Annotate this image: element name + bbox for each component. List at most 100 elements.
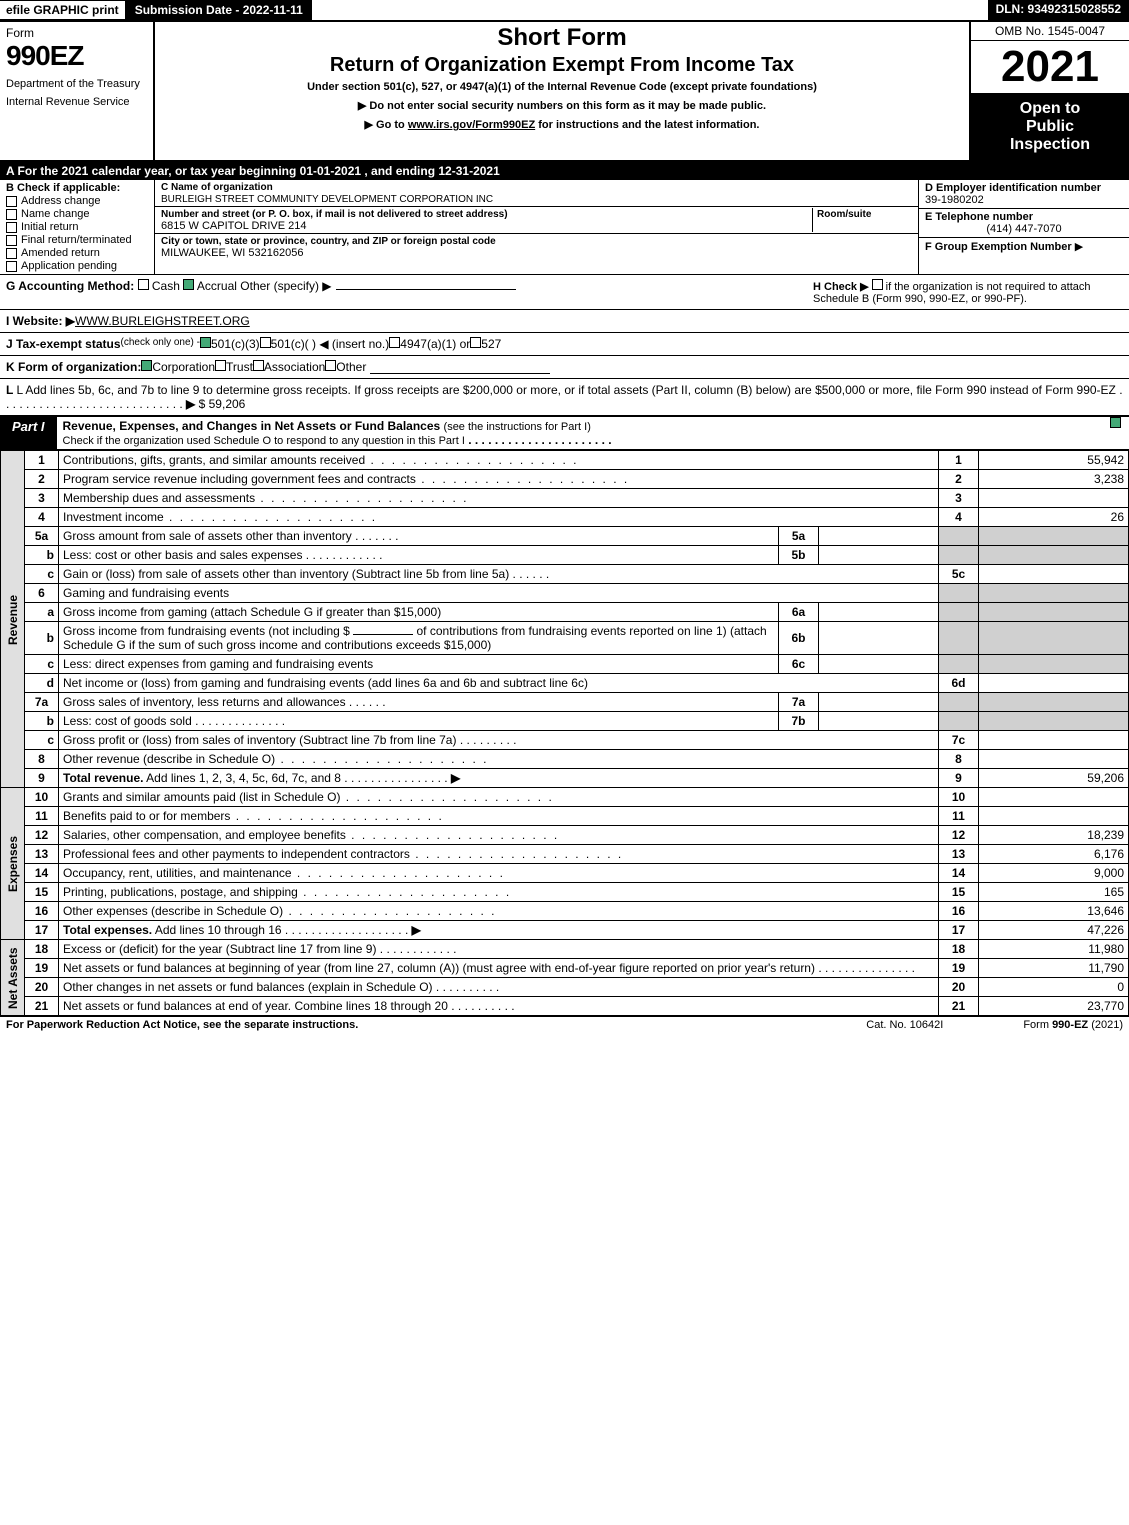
part1-tab: Part I — [0, 417, 57, 449]
tax-year: 2021 — [971, 41, 1129, 94]
city-value: MILWAUKEE, WI 532162056 — [161, 247, 303, 259]
line-11: 11 Benefits paid to or for members 11 — [1, 807, 1129, 826]
line-18: Net Assets 18 Excess or (deficit) for th… — [1, 940, 1129, 959]
part1-checkbox[interactable] — [1110, 417, 1129, 449]
line-5c: c Gain or (loss) from sale of assets oth… — [1, 565, 1129, 584]
line-6a: a Gross income from gaming (attach Sched… — [1, 603, 1129, 622]
street-row: Number and street (or P. O. box, if mail… — [155, 207, 918, 234]
netassets-side-label: Net Assets — [1, 940, 25, 1016]
street-value: 6815 W CAPITOL DRIVE 214 — [161, 220, 307, 232]
open-line2: Public — [975, 118, 1125, 136]
section-g: G Accounting Method: Cash Accrual Other … — [6, 279, 516, 305]
line-5b: b Less: cost or other basis and sales ex… — [1, 546, 1129, 565]
i-label: I Website: ▶ — [6, 314, 75, 328]
line-7a: 7a Gross sales of inventory, less return… — [1, 693, 1129, 712]
other-org-line[interactable] — [370, 360, 550, 374]
goto-link[interactable]: www.irs.gov/Form990EZ — [408, 119, 535, 131]
line-7c: c Gross profit or (loss) from sales of i… — [1, 731, 1129, 750]
cb-accrual[interactable] — [183, 279, 194, 290]
section-k: K Form of organization: Corporation Trus… — [0, 355, 1129, 378]
website-link[interactable]: WWW.BURLEIGHSTREET.ORG — [75, 314, 250, 328]
return-title: Return of Organization Exempt From Incom… — [161, 54, 963, 77]
cb-name-change[interactable]: Name change — [6, 208, 148, 220]
short-form-title: Short Form — [161, 24, 963, 52]
line-19: 19 Net assets or fund balances at beginn… — [1, 959, 1129, 978]
open-line1: Open to — [975, 100, 1125, 118]
section-h: H Check ▶ if the organization is not req… — [813, 279, 1123, 305]
checkbox-icon — [6, 235, 17, 246]
open-line3: Inspection — [975, 136, 1125, 154]
checkbox-icon — [6, 222, 17, 233]
cb-501c[interactable] — [260, 337, 271, 348]
section-d: D Employer identification number 39-1980… — [919, 180, 1129, 209]
omb-number: OMB No. 1545-0047 — [971, 22, 1129, 41]
cb-other-org[interactable] — [325, 360, 336, 371]
line-13: 13 Professional fees and other payments … — [1, 845, 1129, 864]
line-1: Revenue 1 Contributions, gifts, grants, … — [1, 451, 1129, 470]
cb-association[interactable] — [253, 360, 264, 371]
top-bar: efile GRAPHIC print Submission Date - 20… — [0, 0, 1129, 22]
checkbox-icon — [6, 209, 17, 220]
form-word: Form — [6, 26, 147, 40]
telephone-value: (414) 447-7070 — [925, 223, 1123, 235]
irs-label: Internal Revenue Service — [6, 96, 147, 108]
paperwork-notice: For Paperwork Reduction Act Notice, see … — [6, 1019, 358, 1031]
k-label: K Form of organization: — [6, 360, 141, 374]
page-footer: For Paperwork Reduction Act Notice, see … — [0, 1016, 1129, 1033]
line-5a: 5a Gross amount from sale of assets othe… — [1, 527, 1129, 546]
f-arrow: ▶ — [1075, 241, 1083, 253]
line-20: 20 Other changes in net assets or fund b… — [1, 978, 1129, 997]
cb-amended-return[interactable]: Amended return — [6, 247, 148, 259]
cb-trust[interactable] — [215, 360, 226, 371]
city-row: City or town, state or province, country… — [155, 234, 918, 260]
topbar-left: efile GRAPHIC print Submission Date - 20… — [0, 0, 312, 20]
city-label: City or town, state or province, country… — [161, 236, 496, 247]
section-i: I Website: ▶ WWW.BURLEIGHSTREET.ORG — [0, 309, 1129, 332]
header-left: Form 990EZ Department of the Treasury In… — [0, 22, 155, 160]
line-6: 6 Gaming and fundraising events — [1, 584, 1129, 603]
line-16: 16 Other expenses (describe in Schedule … — [1, 902, 1129, 921]
no-ssn-notice: ▶ Do not enter social security numbers o… — [161, 99, 963, 112]
form-header: Form 990EZ Department of the Treasury In… — [0, 22, 1129, 162]
header-right: OMB No. 1545-0047 2021 Open to Public In… — [969, 22, 1129, 160]
other-specify-line[interactable] — [336, 289, 516, 290]
cb-h[interactable] — [872, 279, 883, 290]
cb-application-pending[interactable]: Application pending — [6, 260, 148, 272]
form-990ez-page: efile GRAPHIC print Submission Date - 20… — [0, 0, 1129, 1033]
section-g-h: G Accounting Method: Cash Accrual Other … — [0, 275, 1129, 309]
submission-date: Submission Date - 2022-11-11 — [126, 0, 312, 20]
info-block: B Check if applicable: Address change Na… — [0, 180, 1129, 275]
form-footer: Form 990-EZ (2021) — [1023, 1019, 1123, 1031]
line-4: 4 Investment income 4 26 — [1, 508, 1129, 527]
g-label: G Accounting Method: — [6, 279, 134, 293]
cb-4947a1[interactable] — [389, 337, 400, 348]
part1-title: Revenue, Expenses, and Changes in Net As… — [57, 417, 1110, 449]
line-10: Expenses 10 Grants and similar amounts p… — [1, 788, 1129, 807]
section-e: E Telephone number (414) 447-7070 — [919, 209, 1129, 238]
section-j: J Tax-exempt status (check only one) - 5… — [0, 332, 1129, 355]
cb-address-change[interactable]: Address change — [6, 195, 148, 207]
section-b-header: B Check if applicable: — [6, 182, 148, 194]
cb-527[interactable] — [470, 337, 481, 348]
f-label: F Group Exemption Number — [925, 241, 1072, 253]
cb-final-return[interactable]: Final return/terminated — [6, 234, 148, 246]
section-def: D Employer identification number 39-1980… — [919, 180, 1129, 274]
checkbox-icon — [1110, 417, 1121, 428]
line-9: 9 Total revenue. Add lines 1, 2, 3, 4, 5… — [1, 769, 1129, 788]
under-section: Under section 501(c), 527, or 4947(a)(1)… — [161, 81, 963, 93]
cb-501c3[interactable] — [200, 337, 211, 348]
expenses-side-label: Expenses — [1, 788, 25, 940]
line-6c: c Less: direct expenses from gaming and … — [1, 655, 1129, 674]
checkbox-icon — [6, 196, 17, 207]
line-7b: b Less: cost of goods sold . . . . . . .… — [1, 712, 1129, 731]
lines-table: Revenue 1 Contributions, gifts, grants, … — [0, 450, 1129, 1016]
cb-cash[interactable] — [138, 279, 149, 290]
section-l: L L Add lines 5b, 6c, and 7b to line 9 t… — [0, 378, 1129, 415]
efile-print-label[interactable]: efile GRAPHIC print — [0, 0, 126, 20]
cb-initial-return[interactable]: Initial return — [6, 221, 148, 233]
cb-corporation[interactable] — [141, 360, 152, 371]
checkbox-icon — [6, 261, 17, 272]
j-label: J Tax-exempt status — [6, 337, 121, 351]
line-15: 15 Printing, publications, postage, and … — [1, 883, 1129, 902]
form-number: 990EZ — [6, 40, 147, 72]
